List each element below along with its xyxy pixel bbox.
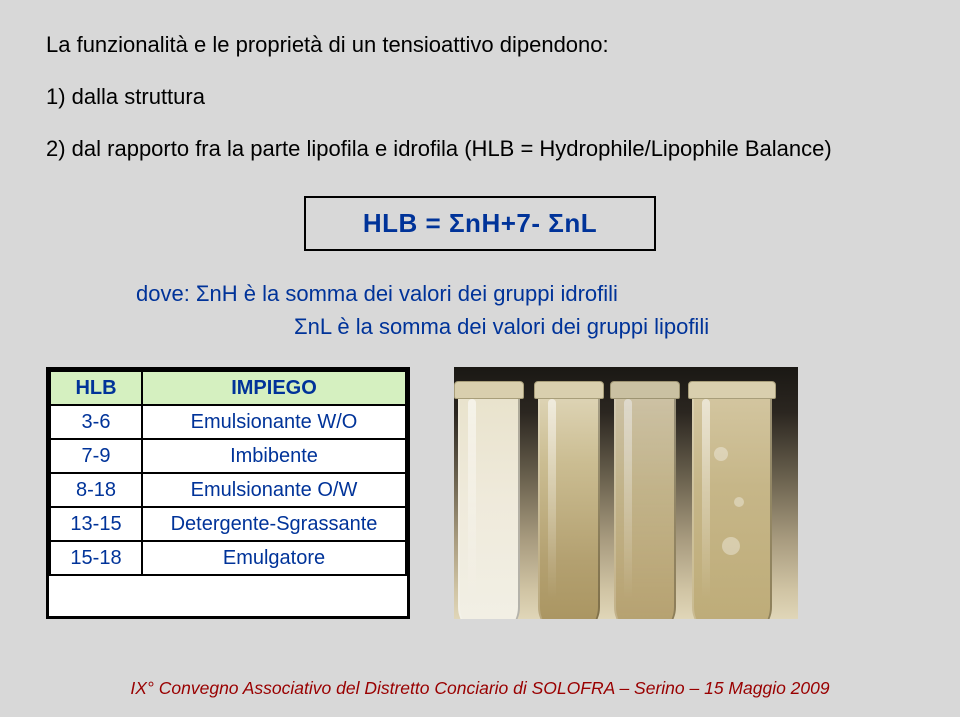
definition-line-1: dove: ΣnH è la somma dei valori dei grup… <box>136 277 914 310</box>
table-row: 8-18 Emulsionante O/W <box>50 473 406 507</box>
cell-impiego: Emulgatore <box>142 541 406 575</box>
table-row: 15-18 Emulgatore <box>50 541 406 575</box>
definition-block: dove: ΣnH è la somma dei valori dei grup… <box>136 277 914 343</box>
cell-impiego: Imbibente <box>142 439 406 473</box>
table: HLB IMPIEGO 3-6 Emulsionante W/O 7-9 Imb… <box>49 370 407 576</box>
heading-block: La funzionalità e le proprietà di un ten… <box>46 28 914 166</box>
test-tube <box>538 387 600 619</box>
heading-line-1: La funzionalità e le proprietà di un ten… <box>46 28 914 62</box>
tubes-photo <box>454 367 798 619</box>
cell-hlb: 7-9 <box>50 439 142 473</box>
definition-line-2: ΣnL è la somma dei valori dei gruppi lip… <box>294 310 914 343</box>
table-row: 7-9 Imbibente <box>50 439 406 473</box>
test-tube <box>458 387 520 619</box>
formula-box: HLB = ΣnH+7- ΣnL <box>304 196 656 251</box>
heading-line-2: 1) dalla struttura <box>46 80 914 114</box>
cell-hlb: 8-18 <box>50 473 142 507</box>
cell-impiego: Detergente-Sgrassante <box>142 507 406 541</box>
lower-row: HLB IMPIEGO 3-6 Emulsionante W/O 7-9 Imb… <box>46 367 914 619</box>
formula-text: HLB = ΣnH+7- ΣnL <box>363 208 597 238</box>
heading-line-3: 2) dal rapporto fra la parte lipofila e … <box>46 132 914 166</box>
table-row: 3-6 Emulsionante W/O <box>50 405 406 439</box>
slide: La funzionalità e le proprietà di un ten… <box>0 0 960 717</box>
cell-impiego: Emulsionante W/O <box>142 405 406 439</box>
table-row: 13-15 Detergente-Sgrassante <box>50 507 406 541</box>
col-header-hlb: HLB <box>50 371 142 405</box>
cell-impiego: Emulsionante O/W <box>142 473 406 507</box>
cell-hlb: 15-18 <box>50 541 142 575</box>
test-tube <box>692 387 772 619</box>
test-tube <box>614 387 676 619</box>
col-header-impiego: IMPIEGO <box>142 371 406 405</box>
footer-text: IX° Convegno Associativo del Distretto C… <box>0 678 960 699</box>
hlb-table: HLB IMPIEGO 3-6 Emulsionante W/O 7-9 Imb… <box>46 367 410 619</box>
cell-hlb: 13-15 <box>50 507 142 541</box>
cell-hlb: 3-6 <box>50 405 142 439</box>
